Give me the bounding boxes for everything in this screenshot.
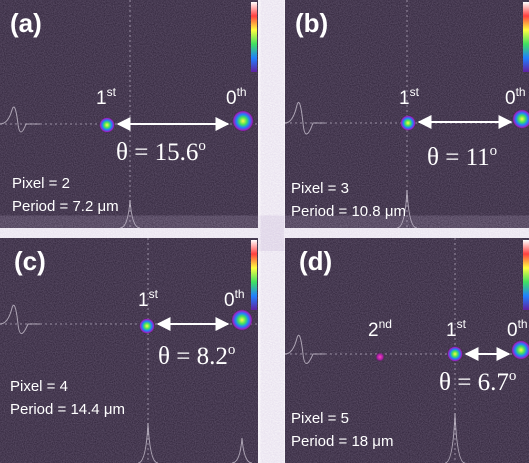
order-label: 1st <box>138 287 159 311</box>
angle: θ = 8.2o <box>158 342 235 370</box>
colorbar <box>523 2 529 72</box>
period: Period = 18 μm <box>291 433 393 450</box>
order-sup: st <box>457 317 467 331</box>
angle: θ = 6.7o <box>439 368 516 396</box>
order-sup: th <box>518 317 528 331</box>
order-label: 1st <box>96 85 117 109</box>
angle-text: θ = 8.2 <box>158 343 228 370</box>
order: 2 <box>368 320 379 341</box>
panel-label: (c) <box>14 246 46 276</box>
angle-text: θ = 11 <box>427 144 490 171</box>
order: 1 <box>138 290 149 311</box>
profile <box>284 101 325 135</box>
spot <box>231 309 253 331</box>
spot <box>232 110 254 132</box>
angle-sup: o <box>509 368 517 384</box>
panel-label: (b) <box>295 8 328 38</box>
order: 1 <box>399 88 410 109</box>
order-label: 0th <box>505 85 526 109</box>
order: 0 <box>224 290 235 311</box>
order-label: 2nd <box>368 317 392 341</box>
panel: (a) 1st 0th θ = 15.6o Pixel = 2 Period =… <box>0 0 258 229</box>
angle: θ = 11o <box>427 143 497 171</box>
colorbar <box>251 240 257 310</box>
period: Period = 14.4 μm <box>10 401 125 418</box>
order-sup: st <box>149 287 159 301</box>
order-sup: st <box>107 85 117 99</box>
angle: θ = 15.6o <box>116 138 206 166</box>
panel-label: (a) <box>10 8 42 38</box>
profile <box>137 422 253 463</box>
pixel: Pixel = 4 <box>10 378 68 395</box>
profile <box>0 106 40 133</box>
order-sup: th <box>516 85 526 99</box>
noise <box>0 238 258 463</box>
order: 1 <box>96 88 107 109</box>
order-sup: th <box>237 85 247 99</box>
spot <box>99 117 115 133</box>
panel-label: (d) <box>299 246 332 276</box>
colorbar <box>251 2 257 72</box>
spot <box>512 109 529 129</box>
order: 0 <box>226 88 237 109</box>
profile <box>444 412 466 463</box>
profile <box>119 199 141 229</box>
order-label: 0th <box>224 287 245 311</box>
angle-sup: o <box>490 143 498 159</box>
spot <box>511 340 529 360</box>
period: Period = 7.2 μm <box>12 198 119 215</box>
period: Period = 10.8 μm <box>291 203 406 220</box>
spot <box>375 352 385 362</box>
order-label: 0th <box>507 317 528 341</box>
order: 0 <box>505 88 516 109</box>
noise <box>0 0 258 228</box>
order-sup: nd <box>379 317 392 331</box>
profile <box>284 334 325 364</box>
order: 1 <box>446 320 457 341</box>
order-sup: th <box>235 287 245 301</box>
profile <box>396 189 418 229</box>
angle-text: θ = 6.7 <box>439 369 509 396</box>
panel: (d) 2nd 1st 0th θ = 6.7o Pixel = 5 Perio… <box>284 238 529 463</box>
colorbar <box>523 240 529 310</box>
pixel: Pixel = 2 <box>12 175 70 192</box>
order-label: 0th <box>226 85 247 109</box>
pixel: Pixel = 3 <box>291 180 349 197</box>
angle-sup: o <box>228 342 236 358</box>
profile <box>0 304 40 334</box>
order-label: 1st <box>399 85 420 109</box>
panel: (c) 1st 0th θ = 8.2o Pixel = 4 Period = … <box>0 238 258 463</box>
order-sup: st <box>410 85 420 99</box>
angle-sup: o <box>198 138 206 154</box>
order-label: 1st <box>446 317 467 341</box>
order: 0 <box>507 320 518 341</box>
angle-text: θ = 15.6 <box>116 139 198 166</box>
spot <box>139 318 155 334</box>
pixel: Pixel = 5 <box>291 410 349 427</box>
spot <box>447 346 463 362</box>
spot <box>400 115 416 131</box>
panel: (b) 1st 0th θ = 11o Pixel = 3 Period = 1… <box>284 0 529 229</box>
